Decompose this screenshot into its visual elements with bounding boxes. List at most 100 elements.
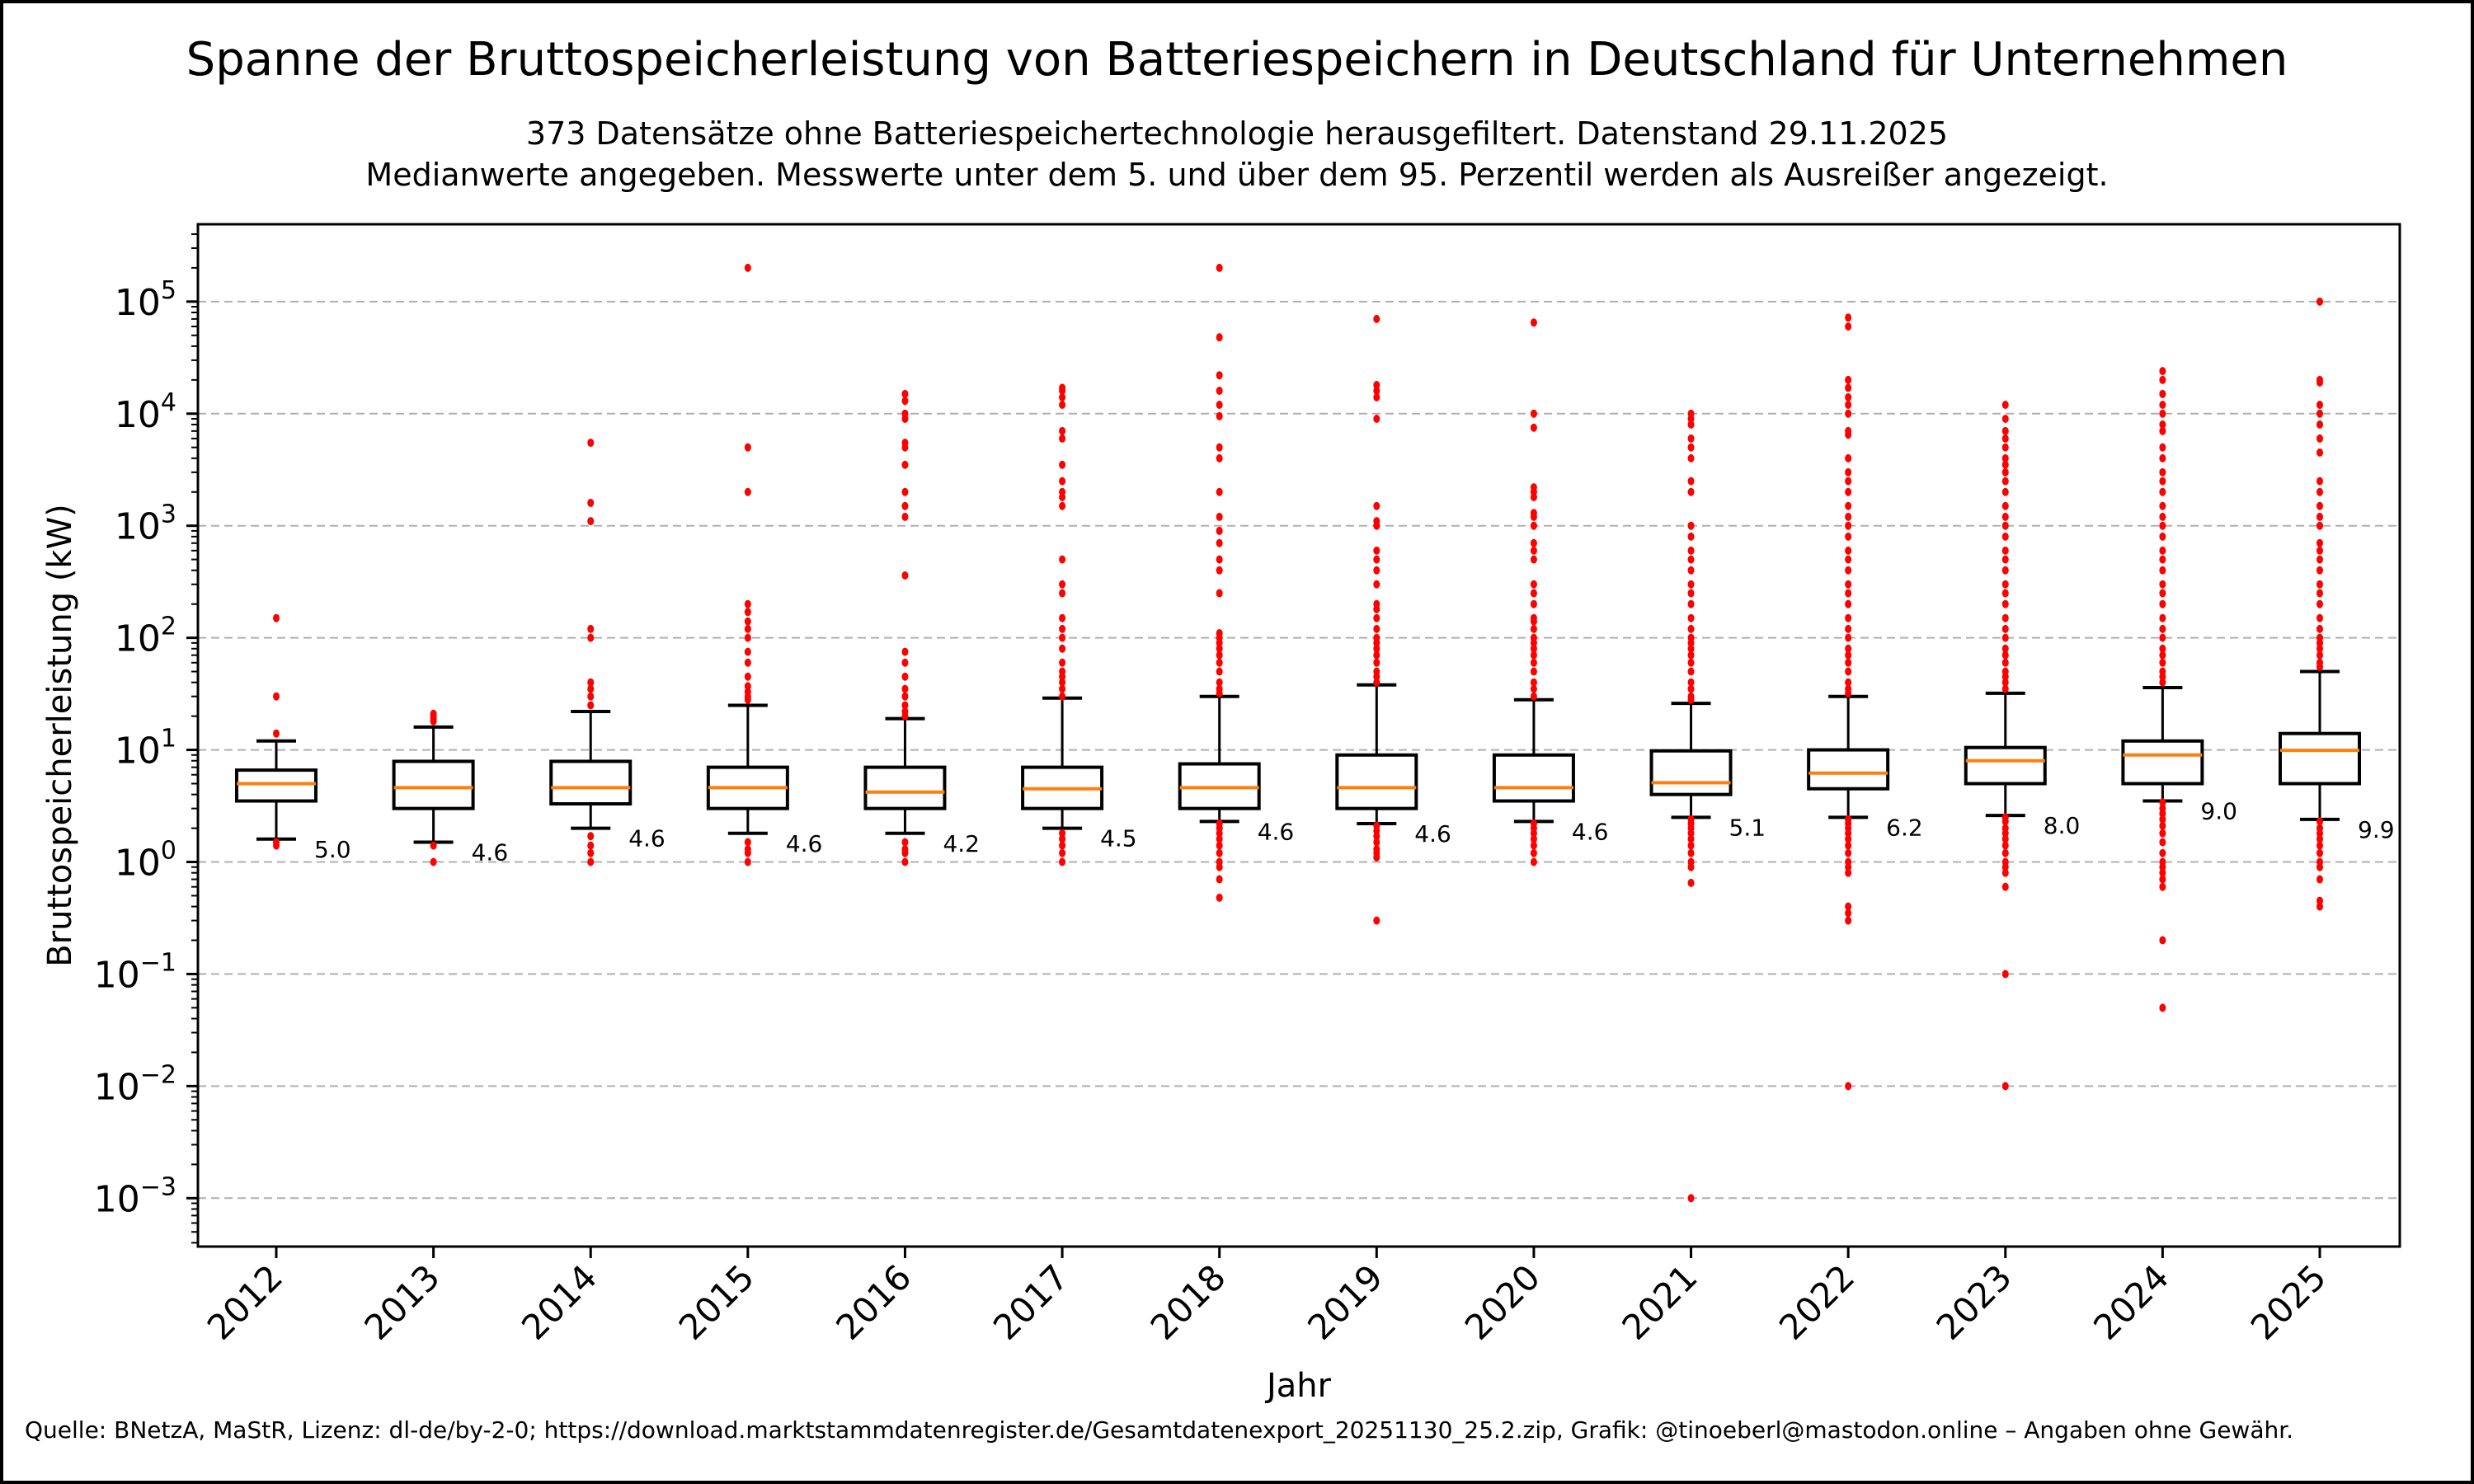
outlier-point (1059, 834, 1066, 843)
y-tick-label: 102 (115, 613, 176, 660)
outlier-point (1216, 658, 1223, 667)
outlier-point (2159, 882, 2166, 891)
outlier-point (1687, 532, 1695, 541)
outlier-point (587, 692, 595, 701)
outlier-point (1687, 667, 1695, 676)
outlier-point (1845, 512, 1852, 521)
outlier-point (901, 672, 909, 681)
outlier-point (2316, 841, 2323, 850)
outlier-point (2001, 487, 2009, 496)
outlier-point (2001, 521, 2009, 530)
outlier-point (901, 658, 909, 667)
outlier-point (2316, 487, 2323, 496)
outlier-point (1845, 566, 1852, 575)
outlier-point (1687, 487, 1695, 496)
outlier-point (587, 498, 595, 507)
outlier-point (1845, 834, 1852, 843)
outlier-point (1530, 546, 1537, 555)
box-2018: 4.6 (1178, 263, 1294, 902)
outlier-point (587, 848, 595, 857)
outlier-point (2159, 613, 2166, 622)
outlier-point (2001, 414, 2009, 423)
outlier-point (587, 439, 595, 448)
outlier-point (744, 838, 751, 847)
outlier-point (430, 857, 437, 866)
outlier-point (744, 608, 751, 617)
outlier-point (1687, 546, 1695, 555)
box-2023: 8.0 (1964, 400, 2080, 1091)
outlier-point (587, 857, 595, 866)
boxes: 5.0 4.6 4.6 4.6 4.2 4.5 4.6 4.6 4.6 5.1 6.2 8.0 9.0 9… (235, 263, 2395, 1203)
outlier-point (2316, 624, 2323, 633)
box-2021: 5.1 (1649, 409, 1766, 1203)
outlier-point (1687, 613, 1695, 622)
outlier-point (2316, 613, 2323, 622)
outlier-point (2001, 817, 2009, 826)
outlier-point (2316, 829, 2323, 838)
outlier-point (2316, 638, 2323, 647)
outlier-point (2001, 467, 2009, 477)
outlier-point (1530, 829, 1537, 838)
outlier-point (1373, 650, 1380, 660)
box-2019: 4.6 (1335, 314, 1451, 925)
outlier-point (1845, 667, 1852, 676)
outlier-point (2316, 834, 2323, 843)
outlier-point (2316, 566, 2323, 575)
outlier-point (2316, 297, 2323, 306)
outlier-point (2159, 821, 2166, 830)
outlier-point (1845, 829, 1852, 838)
outlier-point (2159, 426, 2166, 435)
outlier-point (1687, 678, 1695, 687)
outlier-point (1216, 650, 1223, 660)
x-tick-label: 2015 (671, 1256, 762, 1347)
outlier-point (2001, 658, 2009, 667)
outlier-point (1373, 644, 1380, 653)
outlier-point (1845, 477, 1852, 486)
iqr-box (1335, 753, 1418, 810)
outlier-point (1687, 624, 1695, 633)
outlier-point (2001, 453, 2009, 463)
y-tick-label: 10−3 (94, 1172, 176, 1220)
x-tick-label: 2023 (1929, 1256, 2020, 1347)
x-axis: 2012 2013 2014 2015 2016 2017 2018 2019 2020 2021… (200, 1247, 2334, 1348)
outlier-point (2159, 868, 2166, 877)
outlier-point (1059, 555, 1066, 564)
outlier-point (1530, 521, 1537, 530)
outlier-point (1059, 633, 1066, 642)
outlier-point (2316, 589, 2323, 598)
y-tick-label: 105 (115, 276, 176, 324)
outlier-point (2159, 1003, 2166, 1012)
outlier-point (1059, 624, 1066, 633)
iqr-box (549, 759, 633, 806)
outlier-point (901, 692, 909, 701)
outlier-point (2316, 538, 2323, 547)
outlier-point (1687, 521, 1695, 530)
outlier-point (1530, 492, 1537, 501)
outlier-point (1216, 555, 1223, 564)
outlier-point (744, 443, 751, 452)
median-value-label: 5.1 (1729, 814, 1766, 841)
outlier-point (2001, 580, 2009, 589)
outlier-point (1845, 1082, 1852, 1091)
outlier-point (2316, 896, 2323, 905)
iqr-box (1807, 748, 1890, 791)
outlier-point (1687, 829, 1695, 838)
outlier-point (1059, 434, 1066, 443)
outlier-point (2001, 546, 2009, 555)
outlier-point (1216, 263, 1223, 272)
outlier-point (1845, 862, 1852, 871)
outlier-point (2159, 420, 2166, 429)
outlier-point (1530, 580, 1537, 589)
y-tick-label: 103 (115, 500, 176, 548)
outlier-point (2159, 367, 2166, 376)
median-value-label: 5.0 (314, 836, 351, 863)
outlier-point (1687, 599, 1695, 608)
outlier-point (1373, 838, 1380, 847)
outlier-point (744, 599, 751, 608)
outlier-point (2159, 650, 2166, 660)
outlier-point (2159, 546, 2166, 555)
outlier-point (1216, 875, 1223, 884)
outlier-point (1687, 644, 1695, 653)
box-2016: 4.2 (863, 389, 980, 866)
